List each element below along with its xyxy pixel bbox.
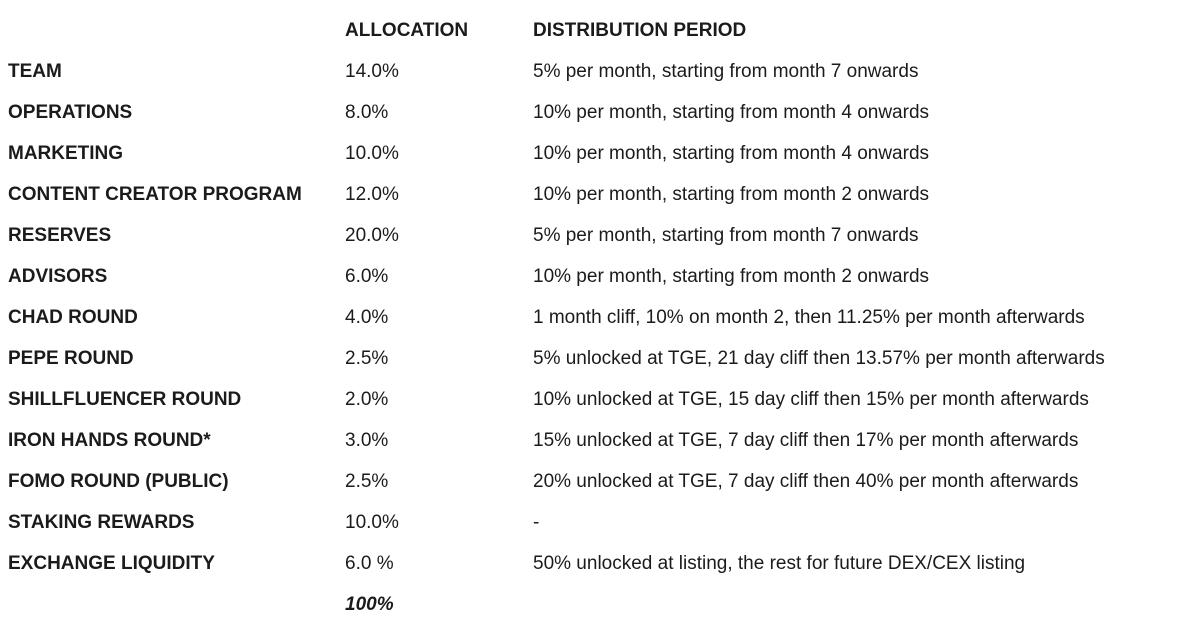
- cell-allocation: 6.0 %: [345, 552, 394, 574]
- cell-distribution: 20% unlocked at TGE, 7 day cliff then 40…: [533, 470, 1079, 492]
- cell-distribution: 1 month cliff, 10% on month 2, then 11.2…: [533, 306, 1085, 328]
- table-row: EXCHANGE LIQUIDITY 6.0 % 50% unlocked at l…: [8, 543, 1200, 584]
- table-row: ADVISORS 6.0% 10% per month, starting from…: [8, 256, 1200, 297]
- total-allocation-value: 100%: [345, 593, 394, 615]
- cell-distribution: 15% unlocked at TGE, 7 day cliff then 17…: [533, 429, 1079, 451]
- cell-category: PEPE ROUND: [8, 347, 134, 369]
- cell-allocation: 8.0%: [345, 101, 389, 123]
- cell-category: IRON HANDS ROUND*: [8, 429, 211, 451]
- cell-category: CONTENT CREATOR PROGRAM: [8, 183, 302, 205]
- cell-distribution: 5% per month, starting from month 7 onwa…: [533, 224, 919, 246]
- table-header-row: ALLOCATION DISTRIBUTION PERIOD: [8, 10, 1200, 51]
- table-row: TEAM 14.0% 5% per month, starting from mon…: [8, 51, 1200, 92]
- cell-allocation: 2.5%: [345, 347, 389, 369]
- cell-distribution: 50% unlocked at listing, the rest for fu…: [533, 552, 1026, 574]
- cell-allocation: 4.0%: [345, 306, 389, 328]
- column-header-allocation: ALLOCATION: [345, 19, 469, 41]
- cell-category: EXCHANGE LIQUIDITY: [8, 552, 215, 574]
- cell-category: FOMO ROUND (PUBLIC): [8, 470, 229, 492]
- cell-allocation: 2.5%: [345, 470, 389, 492]
- cell-allocation: 10.0%: [345, 142, 399, 164]
- cell-distribution: 5% unlocked at TGE, 21 day cliff then 13…: [533, 347, 1105, 369]
- table-row: CHAD ROUND 4.0% 1 month cliff, 10% on mont…: [8, 297, 1200, 338]
- table-row: OPERATIONS 8.0% 10% per month, starting fr…: [8, 92, 1200, 133]
- table-row: PEPE ROUND 2.5% 5% unlocked at TGE, 21 day…: [8, 338, 1200, 379]
- cell-allocation: 20.0%: [345, 224, 399, 246]
- table-row: STAKING REWARDS 10.0% -: [8, 502, 1200, 543]
- cell-distribution: 10% per month, starting from month 2 onw…: [533, 265, 930, 287]
- table-total-row: 100%: [8, 584, 1200, 625]
- cell-allocation: 10.0%: [345, 511, 399, 533]
- cell-allocation: 12.0%: [345, 183, 399, 205]
- cell-distribution: 10% unlocked at TGE, 15 day cliff then 1…: [533, 388, 1089, 410]
- table-row: SHILLFLUENCER ROUND 2.0% 10% unlocked at T…: [8, 379, 1200, 420]
- cell-distribution: 10% per month, starting from month 4 onw…: [533, 142, 930, 164]
- cell-allocation: 14.0%: [345, 60, 399, 82]
- cell-category: SHILLFLUENCER ROUND: [8, 388, 242, 410]
- cell-allocation: 3.0%: [345, 429, 389, 451]
- cell-category: TEAM: [8, 60, 62, 82]
- cell-distribution: 5% per month, starting from month 7 onwa…: [533, 60, 919, 82]
- cell-distribution: -: [533, 511, 540, 533]
- column-header-distribution: DISTRIBUTION PERIOD: [533, 19, 747, 41]
- cell-distribution: 10% per month, starting from month 4 onw…: [533, 101, 930, 123]
- cell-category: OPERATIONS: [8, 101, 133, 123]
- cell-category: MARKETING: [8, 142, 124, 164]
- table-row: MARKETING 10.0% 10% per month, starting fr…: [8, 133, 1200, 174]
- table-row: CONTENT CREATOR PROGRAM 12.0% 10% per mont…: [8, 174, 1200, 215]
- cell-category: STAKING REWARDS: [8, 511, 195, 533]
- cell-allocation: 2.0%: [345, 388, 389, 410]
- cell-allocation: 6.0%: [345, 265, 389, 287]
- table-row: IRON HANDS ROUND* 3.0% 15% unlocked at TGE…: [8, 420, 1200, 461]
- table-row: FOMO ROUND (PUBLIC) 2.5% 20% unlocked at T…: [8, 461, 1200, 502]
- table-body: TEAM 14.0% 5% per month, starting from mon…: [8, 51, 1200, 584]
- cell-category: ADVISORS: [8, 265, 108, 287]
- cell-distribution: 10% per month, starting from month 2 onw…: [533, 183, 930, 205]
- cell-category: CHAD ROUND: [8, 306, 138, 328]
- table-row: RESERVES 20.0% 5% per month, starting from…: [8, 215, 1200, 256]
- cell-category: RESERVES: [8, 224, 112, 246]
